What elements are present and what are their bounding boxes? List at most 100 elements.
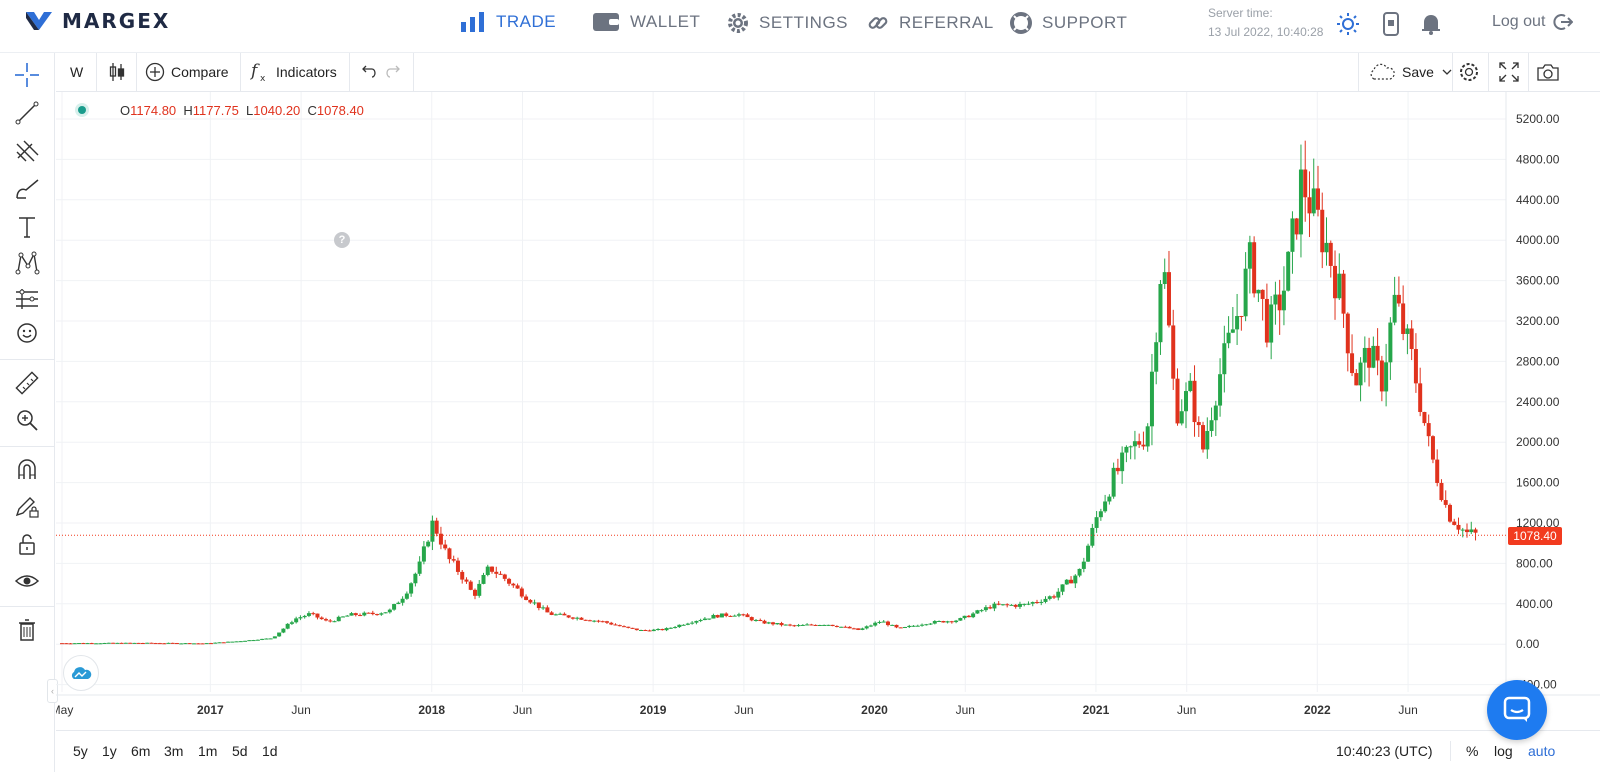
y-tick-label: 800.00 — [1516, 556, 1553, 570]
emoji-tool[interactable] — [13, 319, 41, 347]
chat-icon — [1503, 696, 1531, 722]
candle-body — [954, 620, 959, 623]
text-tool[interactable] — [13, 213, 41, 241]
snapshot-button[interactable] — [1536, 53, 1560, 91]
range-1y-button[interactable]: 1y — [102, 743, 117, 759]
candle-body — [1022, 603, 1027, 605]
tradingview-logo[interactable] — [63, 655, 99, 691]
nav-wallet[interactable]: WALLET — [592, 12, 700, 32]
candle-body — [1264, 298, 1269, 343]
measure-tool[interactable] — [13, 369, 41, 397]
candle-body — [1209, 420, 1214, 432]
smiley-icon — [17, 323, 37, 343]
mobile-app-icon[interactable] — [1381, 12, 1401, 36]
candle-body — [1430, 436, 1435, 460]
pitchfork-tool[interactable] — [13, 137, 41, 165]
range-1d-button[interactable]: 1d — [262, 743, 278, 759]
range-6m-button[interactable]: 6m — [131, 743, 151, 759]
candle-body — [1371, 345, 1376, 368]
candle-body — [306, 613, 311, 616]
save-button[interactable]: Save — [1368, 53, 1454, 91]
chart-type-button[interactable] — [108, 53, 126, 91]
toolbar-divider — [1358, 53, 1359, 91]
symbol-status-icon[interactable] — [74, 102, 90, 118]
candle-body — [426, 541, 431, 547]
candle-body — [1192, 380, 1197, 423]
candle-body — [1086, 545, 1091, 562]
nav-referral[interactable]: REFERRAL — [867, 12, 994, 34]
candle-body — [1094, 517, 1099, 528]
candle-body — [558, 613, 563, 615]
candle-body — [1465, 529, 1470, 533]
remove-drawings-tool[interactable] — [13, 616, 41, 644]
trend-line-tool[interactable] — [13, 99, 41, 127]
prediction-icon — [16, 289, 38, 309]
chart-settings-button[interactable] — [1458, 53, 1480, 91]
unlock-icon — [19, 534, 35, 555]
nav-trade[interactable]: TRADE — [460, 12, 556, 32]
zoom-tool[interactable] — [13, 406, 41, 434]
log-scale-toggle[interactable]: log — [1494, 743, 1513, 759]
interval-selector[interactable]: W — [70, 53, 83, 91]
prediction-tool[interactable] — [13, 285, 41, 313]
candle-body — [162, 643, 167, 645]
logout-button[interactable]: Log out — [1492, 12, 1574, 32]
nav-support[interactable]: SUPPORT — [1010, 12, 1127, 34]
range-3m-button[interactable]: 3m — [164, 743, 184, 759]
bell-icon[interactable] — [1420, 12, 1442, 36]
ohlc-legend: O1174.80 H1177.75 L1040.20 C1078.40 — [120, 103, 364, 118]
fullscreen-button[interactable] — [1498, 53, 1520, 91]
candlestick-chart[interactable]: 5200.00 4800.00 4400.00 4000.00 3600.00 3200.… — [51, 92, 1600, 730]
candle-body — [1052, 596, 1057, 598]
svg-text:f: f — [250, 61, 260, 81]
candle-body — [289, 622, 294, 624]
candle-body — [1149, 371, 1154, 427]
candle-body — [119, 642, 124, 644]
range-1m-button[interactable]: 1m — [198, 743, 218, 759]
theme-sun-icon[interactable] — [1336, 12, 1360, 36]
candle-body — [1460, 529, 1465, 531]
lock-all-tool[interactable] — [13, 530, 41, 558]
candle-body — [651, 629, 656, 632]
auto-scale-toggle[interactable]: auto — [1528, 743, 1556, 759]
range-5y-button[interactable]: 5y — [73, 743, 88, 759]
candle-body — [413, 573, 418, 584]
candle-body — [677, 624, 682, 628]
brush-tool[interactable] — [13, 175, 41, 203]
toolbar-collapse-handle[interactable]: ‹ — [47, 679, 58, 703]
lock-drawing-tool[interactable] — [13, 493, 41, 521]
candle-body — [1111, 467, 1116, 497]
candle-body — [634, 628, 639, 631]
candle-body — [830, 624, 835, 627]
candle-body — [783, 624, 788, 626]
help-icon[interactable]: ? — [334, 232, 350, 248]
nav-wallet-label: WALLET — [630, 12, 701, 31]
compare-button[interactable]: Compare — [145, 53, 229, 91]
percent-scale-toggle[interactable]: % — [1466, 743, 1479, 759]
magnet-tool[interactable] — [13, 456, 41, 484]
candle-body — [336, 616, 341, 622]
undo-button[interactable] — [358, 53, 376, 91]
tool-divider — [0, 359, 54, 360]
range-5d-button[interactable]: 5d — [232, 743, 248, 759]
pattern-tool[interactable] — [13, 249, 41, 277]
price-chart[interactable]: 5200.00 4800.00 4400.00 4000.00 3600.00 3200.… — [51, 92, 1600, 730]
brand-logo[interactable]: MARGEX — [24, 8, 170, 34]
nav-settings[interactable]: SETTINGS — [727, 12, 848, 34]
candle-body — [1162, 272, 1167, 285]
candle-body — [1196, 422, 1201, 426]
candle-body — [1328, 242, 1333, 266]
candle-body — [1256, 289, 1261, 294]
candle-body — [664, 628, 669, 631]
svg-text:x: x — [260, 74, 266, 83]
utc-clock[interactable]: 10:40:23 (UTC) — [1336, 743, 1433, 759]
crosshair-tool[interactable] — [13, 61, 41, 89]
redo-button[interactable] — [386, 53, 404, 91]
candle-body — [387, 609, 392, 613]
candle-body — [885, 621, 890, 626]
support-chat-button[interactable] — [1487, 680, 1547, 740]
candle-body — [1281, 290, 1286, 311]
hide-drawings-tool[interactable] — [13, 567, 41, 595]
